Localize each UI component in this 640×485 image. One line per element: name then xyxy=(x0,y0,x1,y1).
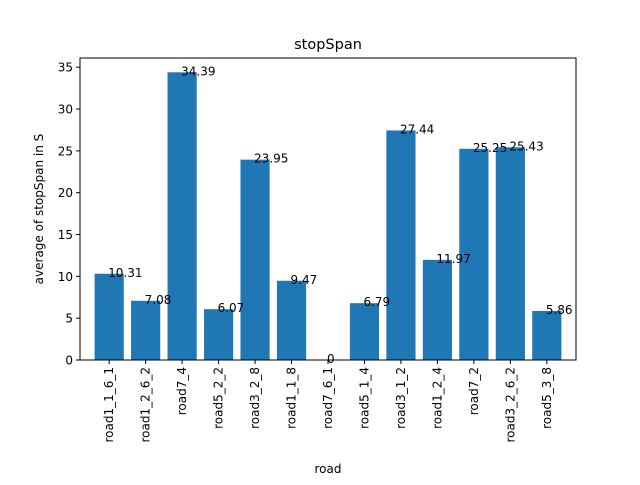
bar-value-label: 9.47 xyxy=(291,273,318,287)
x-tick-label: road3_2_6_2 xyxy=(503,367,517,443)
y-tick-label: 10 xyxy=(58,270,73,284)
bar-value-label: 10.31 xyxy=(108,266,142,280)
plot-frame xyxy=(79,57,577,361)
x-tick-label: road7_6_1 xyxy=(321,367,335,429)
bar xyxy=(167,72,197,360)
y-tick-label: 0 xyxy=(65,354,73,368)
bar-value-label: 11.97 xyxy=(436,252,470,266)
bar xyxy=(131,300,161,360)
bar-value-label: 5.86 xyxy=(546,303,573,317)
bar-value-label: 6.79 xyxy=(363,295,390,309)
y-tick-label: 20 xyxy=(58,186,73,200)
x-tick-label: road7_4 xyxy=(175,367,189,415)
x-tick-label: road3_2_8 xyxy=(248,367,262,429)
bar-value-label: 25.25 xyxy=(473,141,507,155)
x-tick-label: road1_2_6_2 xyxy=(139,367,153,443)
bar xyxy=(532,310,562,360)
x-tick-label: road1_2_4 xyxy=(430,367,444,429)
x-axis: road1_1_6_1 road1_2_6_2 road7_4 road5_2_2 ro… xyxy=(102,360,554,443)
y-axis-label: average of stopSpan in S xyxy=(32,134,46,285)
bar xyxy=(204,309,234,360)
y-axis: 0 5 10 15 20 25 30 35 xyxy=(58,61,80,368)
bar xyxy=(240,159,270,360)
bar xyxy=(459,148,489,360)
chart-title: stopSpan xyxy=(294,37,362,53)
bar-value-label: 0 xyxy=(327,352,335,366)
x-tick-label: road7_2 xyxy=(467,367,481,415)
value-labels-layer: 10.317.08 34.39 6.07 23.95 9.47 0 6.79 27.44 11.… xyxy=(108,64,572,366)
bar xyxy=(94,273,124,360)
y-tick-label: 35 xyxy=(58,61,73,75)
x-axis-label: road xyxy=(315,462,342,476)
x-tick-label: road5_2_2 xyxy=(212,367,226,429)
x-tick-label: road3_1_2 xyxy=(394,367,408,429)
bar-value-label: 25.43 xyxy=(509,139,543,153)
x-tick-label: road1_1_8 xyxy=(285,367,299,429)
bar-value-label: 27.44 xyxy=(400,122,434,136)
bars-layer xyxy=(94,72,562,360)
y-tick-label: 5 xyxy=(65,312,73,326)
bar-value-label: 6.07 xyxy=(218,301,245,315)
bar xyxy=(386,130,416,360)
bar xyxy=(276,280,307,360)
y-tick-label: 25 xyxy=(58,144,73,158)
bar xyxy=(349,303,380,360)
x-tick-label: road1_1_6_1 xyxy=(102,367,116,443)
bar-value-label: 23.95 xyxy=(254,152,288,166)
bar xyxy=(495,147,525,360)
x-tick-label: road5_3_8 xyxy=(540,367,554,429)
bar-value-label: 34.39 xyxy=(181,64,215,78)
x-tick-label: road5_1_4 xyxy=(357,367,371,429)
y-tick-label: 30 xyxy=(58,103,73,117)
bar-value-label: 7.08 xyxy=(145,293,172,307)
bar xyxy=(422,259,452,360)
y-tick-label: 15 xyxy=(58,228,73,242)
